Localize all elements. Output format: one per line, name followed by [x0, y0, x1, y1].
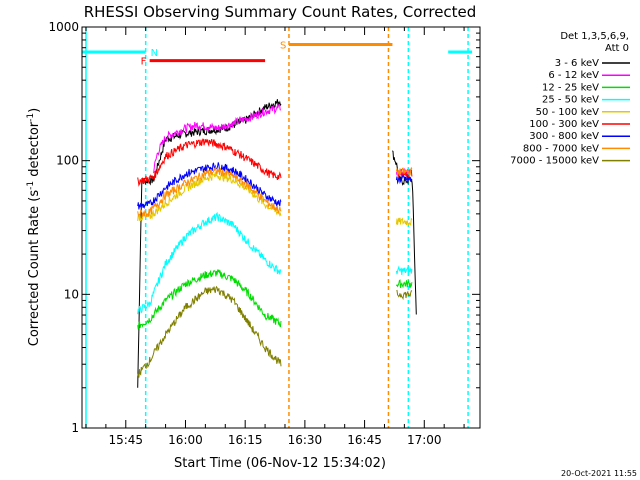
legend-label: 7000 - 15000 keV	[510, 156, 599, 167]
series-late-line-0	[392, 150, 417, 315]
footer-timestamp: 20-Oct-2021 11:55	[561, 469, 637, 478]
series-late-line-7	[395, 166, 413, 177]
legend-header: Att 0	[605, 43, 629, 54]
flag_F-label: F	[141, 57, 147, 68]
legend-label: 3 - 6 keV	[555, 58, 599, 69]
series-line-3	[137, 211, 282, 315]
series-late-line-8	[396, 289, 413, 301]
x-tick-label: 16:00	[168, 433, 203, 447]
series-line-1	[153, 103, 282, 174]
series-line-8	[137, 285, 282, 378]
x-axis-label: Start Time (06-Nov-12 15:34:02)	[174, 456, 386, 471]
plot-frame	[81, 26, 481, 429]
y-tick-label: 1	[71, 421, 79, 435]
x-tick-label: 16:30	[288, 433, 323, 447]
plot-area: NF S	[82, 27, 473, 428]
legend-label: 6 - 12 keV	[548, 70, 599, 81]
x-tick-label: 16:45	[347, 433, 382, 447]
legend-label: 100 - 300 keV	[529, 119, 599, 130]
series-late-line-6	[395, 174, 413, 185]
x-tick-label: 15:45	[108, 433, 143, 447]
legend-label: 800 - 7000 keV	[523, 143, 599, 154]
y-tick-label: 10	[64, 287, 79, 301]
series-late-line-4	[395, 217, 413, 227]
x-tick-label: 17:00	[407, 433, 442, 447]
axes: 1 10 100 1000 15:45 16:00 16:15 16:30 16:45 17:00	[48, 20, 481, 447]
series-late-line-3	[395, 265, 413, 275]
legend-header: Det 1,3,5,6,9,	[560, 31, 629, 42]
chart-title: RHESSI Observing Summary Count Rates, Co…	[84, 3, 477, 21]
legend-label: 50 - 100 keV	[536, 107, 600, 118]
y-tick-label: 100	[56, 154, 79, 168]
series-line-4	[137, 171, 282, 222]
legend-label: 300 - 800 keV	[529, 131, 599, 142]
legend-label: 25 - 50 keV	[542, 95, 599, 106]
y-tick-label: 1000	[48, 20, 79, 34]
legend-label: 12 - 25 keV	[542, 82, 599, 93]
series-line-7	[137, 166, 282, 218]
series-line-5	[137, 138, 282, 187]
flag_N-label: N	[151, 48, 158, 59]
flag_S-label: S	[280, 40, 286, 51]
x-tick-label: 16:15	[228, 433, 263, 447]
series-late-line-2	[395, 279, 413, 289]
series-line-2	[137, 269, 282, 330]
y-axis-label: Corrected Count Rate (s-1 detector-1)	[26, 108, 42, 346]
